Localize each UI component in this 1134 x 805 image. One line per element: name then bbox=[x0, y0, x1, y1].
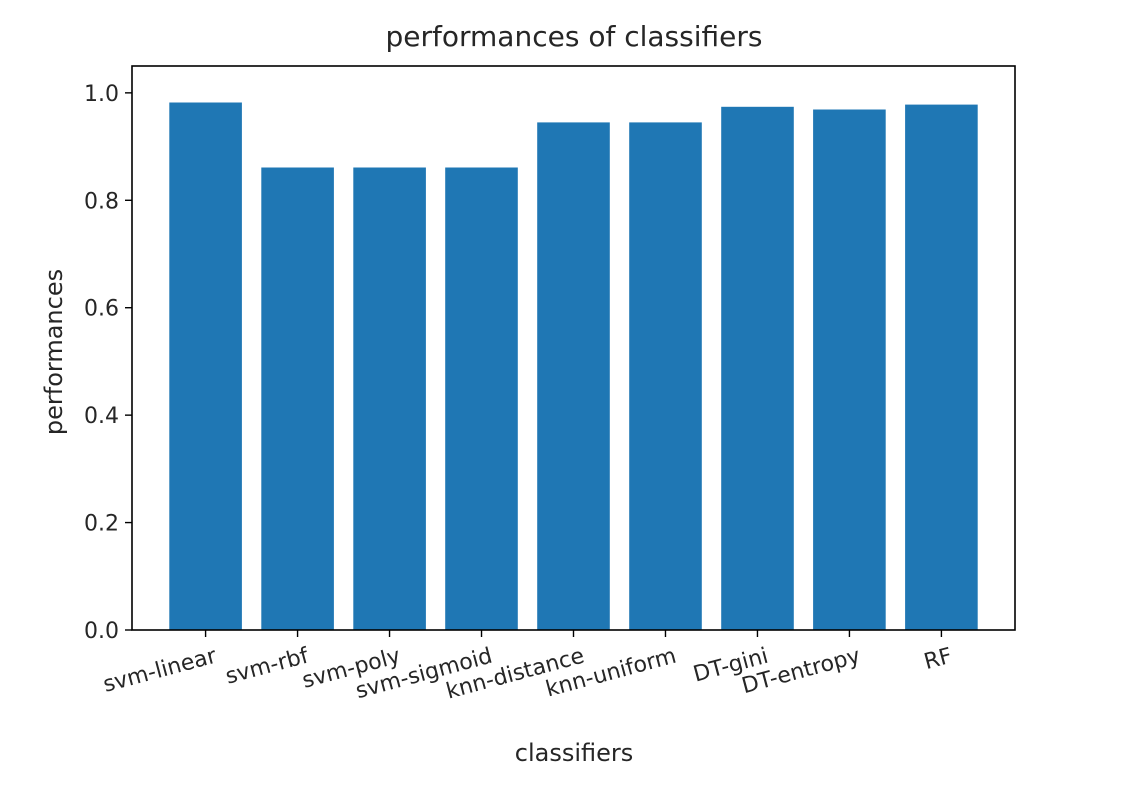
bars-layer bbox=[168, 101, 979, 631]
y-tick-label: 0.2 bbox=[84, 512, 119, 537]
x-tick-label: svm-rbf bbox=[223, 643, 312, 689]
bar-knn-distance bbox=[536, 121, 611, 631]
x-tick-label: svm-linear bbox=[101, 643, 221, 697]
bar-svm-sigmoid bbox=[444, 166, 519, 631]
bar-dt-gini bbox=[720, 105, 795, 631]
chart-title: performances of classifiers bbox=[386, 20, 763, 53]
y-tick-label: 0.8 bbox=[84, 189, 119, 214]
y-tick-label: 1.0 bbox=[84, 82, 119, 107]
bar-dt-entropy bbox=[812, 108, 887, 631]
y-tick-label: 0.4 bbox=[84, 404, 119, 429]
x-axis-label: classifiers bbox=[515, 739, 634, 767]
bar-svm-linear bbox=[168, 101, 243, 631]
y-tick-label: 0.0 bbox=[84, 619, 119, 644]
bar-svm-poly bbox=[352, 166, 427, 631]
bar-rf bbox=[904, 103, 979, 631]
y-axis-label: performances bbox=[40, 269, 68, 435]
x-tick-label: RF bbox=[921, 644, 954, 675]
bar-svm-rbf bbox=[260, 166, 335, 631]
y-tick-label: 0.6 bbox=[84, 297, 119, 322]
bar-knn-uniform bbox=[628, 121, 703, 631]
